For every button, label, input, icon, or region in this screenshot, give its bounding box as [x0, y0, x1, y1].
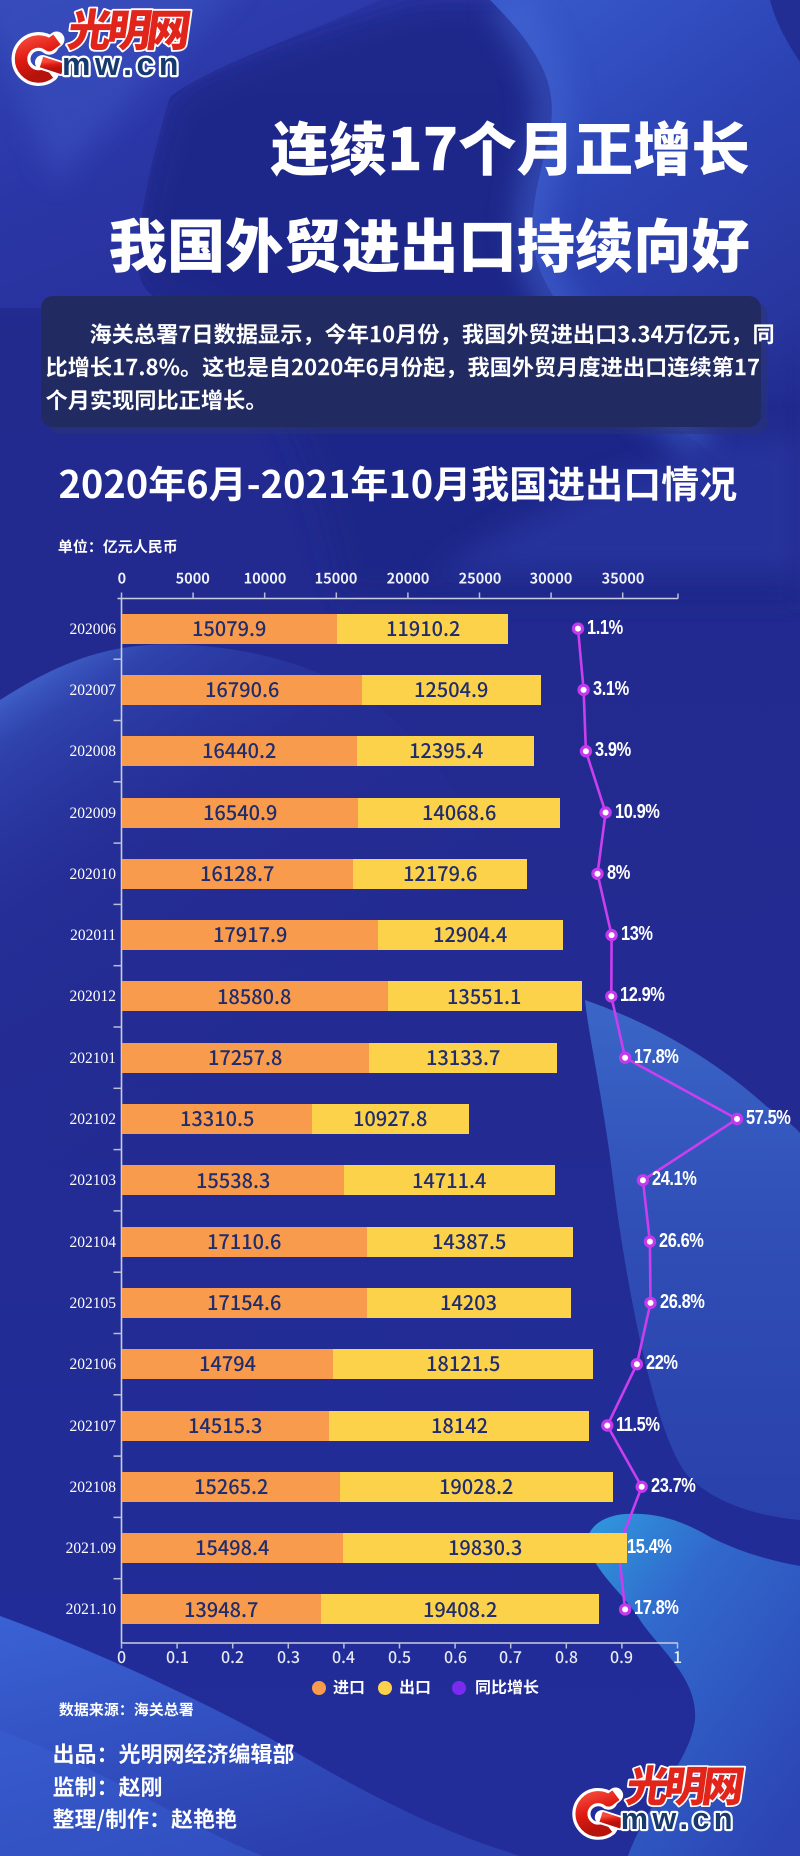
svg-text:mw.cn: mw.cn	[62, 46, 183, 82]
svg-text:mw.cn: mw.cn	[621, 1801, 737, 1836]
